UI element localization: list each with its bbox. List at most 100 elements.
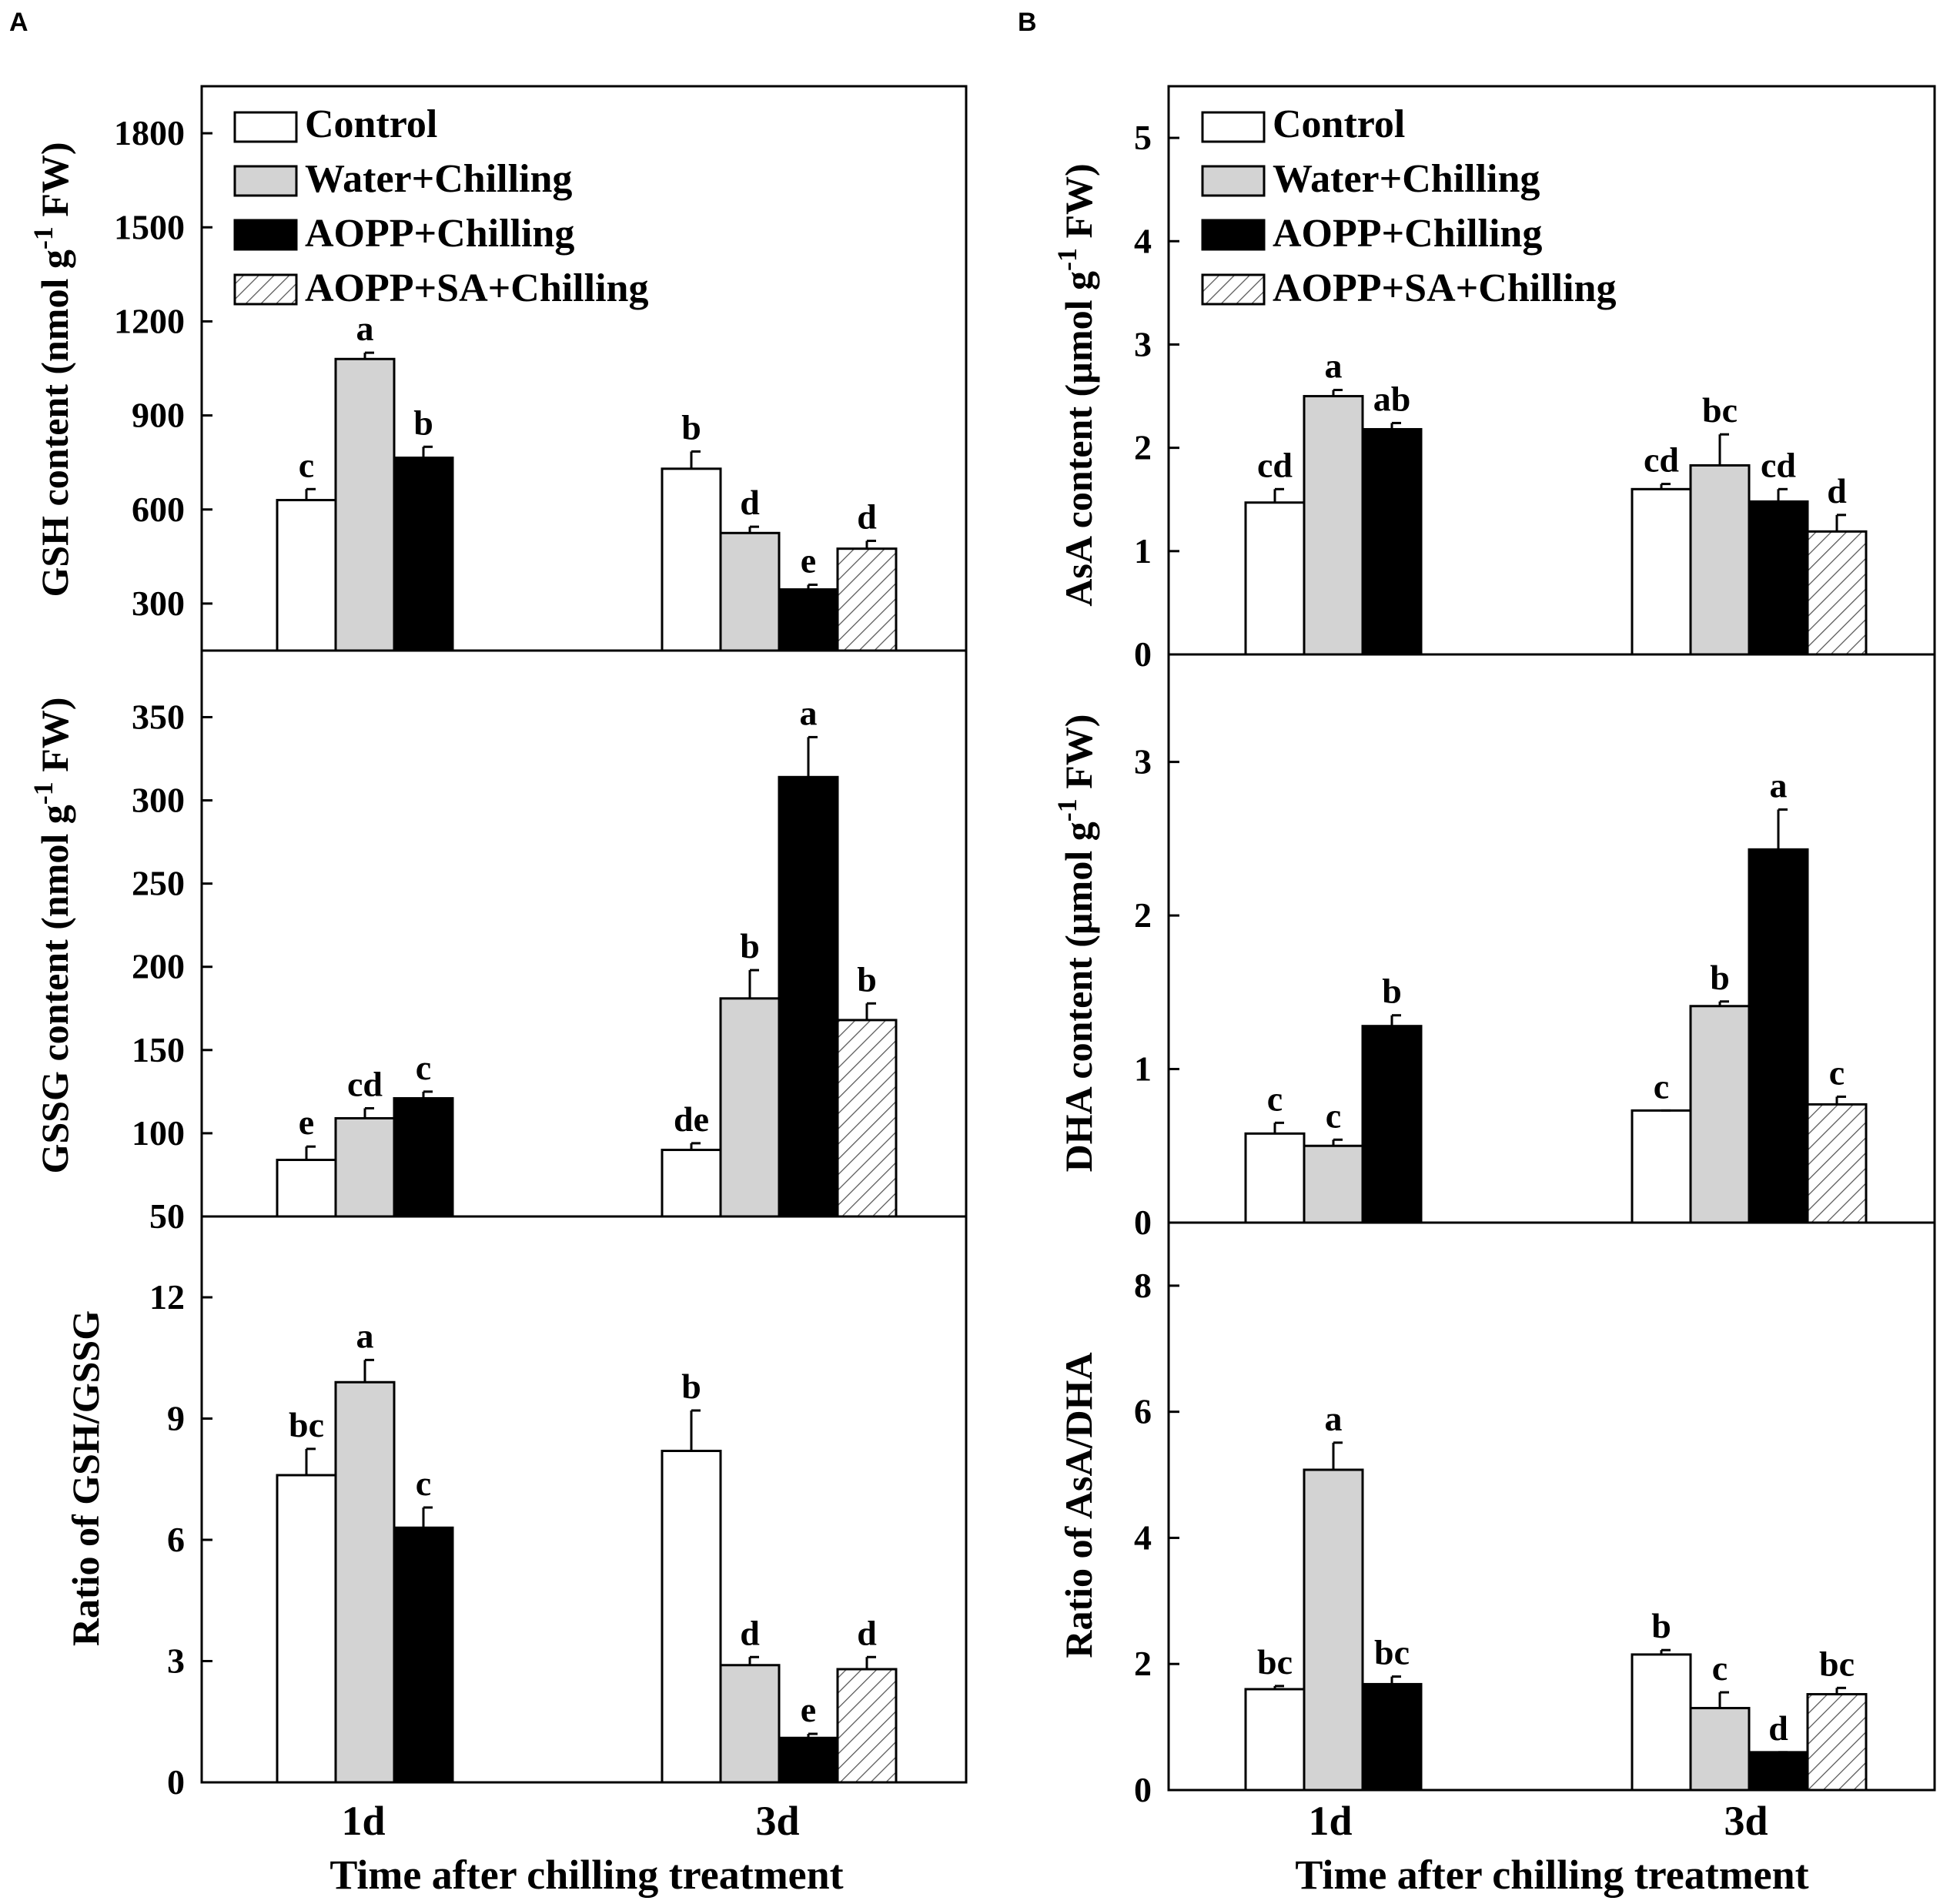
y-tick-label: 1500 xyxy=(114,207,185,246)
x-axis-title-panel-a: Time after chilling treatment xyxy=(329,1852,843,1898)
bar-water-chilling-1d xyxy=(1303,1144,1364,1224)
bar-water-chilling-3d xyxy=(719,1664,781,1784)
significance-letter: cd xyxy=(1761,445,1796,484)
legend-panel-b: Control Water+Chilling AOPP+Chilling AOP… xyxy=(1201,102,1616,310)
y-axis-title-asa-text: AsA content (µmol g-1 FW) xyxy=(1052,163,1100,606)
plot-frame xyxy=(200,1215,968,1784)
bar-aopp-chilling-3d xyxy=(1748,500,1809,656)
bar-aopp-sa-chilling-3d xyxy=(836,1019,898,1218)
bar-aopp-sa-chilling-3d xyxy=(836,1668,898,1784)
significance-letter: c xyxy=(1267,1079,1283,1118)
significance-letter: d xyxy=(740,1613,760,1652)
legend-swatch-aopp-chilling xyxy=(1201,219,1266,251)
bar-control-3d xyxy=(1631,1109,1692,1224)
significance-letter: cd xyxy=(1257,445,1293,484)
significance-letter: c xyxy=(1712,1648,1728,1688)
legend-swatch-aopp-sa-chilling xyxy=(233,273,298,306)
legend-swatch-control xyxy=(233,111,298,143)
y-tick-label: 200 xyxy=(132,947,185,986)
legend-label-control: Control xyxy=(1273,102,1405,146)
y-tick-label: 6 xyxy=(1134,1392,1152,1431)
bar-aopp-chilling-3d xyxy=(1748,1751,1809,1792)
bar-control-1d xyxy=(1244,1688,1306,1792)
bar-water-chilling-3d xyxy=(1689,463,1751,656)
bar-water-chilling-1d xyxy=(1303,395,1364,656)
y-tick-label: 4 xyxy=(1134,1518,1152,1557)
legend-swatch-control xyxy=(1201,111,1266,143)
bar-aopp-chilling-3d xyxy=(778,588,839,652)
y-axis-title-gsh-gssg-text: Ratio of GSH/GSSG xyxy=(64,1310,107,1646)
significance-letter: c xyxy=(416,1464,431,1503)
significance-letter: d xyxy=(857,1613,877,1652)
bar-water-chilling-1d xyxy=(334,1116,396,1218)
bar-water-chilling-3d xyxy=(719,997,781,1218)
x-axis-title-panel-b: Time after chilling treatment xyxy=(1295,1852,1808,1898)
bar-aopp-sa-chilling-3d xyxy=(1806,1693,1868,1792)
significance-letter: bc xyxy=(1374,1633,1410,1672)
y-tick-label: 350 xyxy=(132,697,185,736)
y-tick-label: 1800 xyxy=(114,113,185,152)
bar-aopp-chilling-3d xyxy=(778,775,839,1218)
significance-letter: c xyxy=(416,1048,431,1087)
significance-letter: c xyxy=(1829,1052,1845,1092)
bar-control-1d xyxy=(276,1474,337,1784)
y-tick-label: 1200 xyxy=(114,301,185,340)
bar-aopp-chilling-3d xyxy=(1748,848,1809,1224)
legend-label-aopp-chilling: AOPP+Chilling xyxy=(305,212,574,256)
legend-panel-a: Control Water+Chilling AOPP+Chilling AOP… xyxy=(233,102,648,310)
legend-label-control: Control xyxy=(305,102,437,146)
y-axis-title-gsh: GSH content (nmol g-1 FW) xyxy=(28,142,76,597)
significance-letter: cd xyxy=(1644,440,1679,480)
significance-letter: bc xyxy=(1702,390,1738,430)
significance-letter: a xyxy=(1325,346,1343,385)
bar-aopp-sa-chilling-3d xyxy=(1806,530,1868,656)
y-tick-label: 1 xyxy=(1134,531,1152,571)
y-tick-label: 900 xyxy=(132,396,185,435)
y-tick-label: 0 xyxy=(1134,1770,1152,1809)
significance-letter: b xyxy=(1651,1606,1671,1645)
significance-letter: e xyxy=(801,1690,816,1729)
bar-water-chilling-3d xyxy=(1689,1707,1751,1792)
significance-letter: c xyxy=(299,445,314,484)
y-tick-label: 1 xyxy=(1134,1049,1152,1089)
significance-letter: c xyxy=(1654,1066,1669,1106)
y-tick-label: 8 xyxy=(1134,1266,1152,1305)
significance-letter: a xyxy=(1325,1399,1343,1438)
bar-aopp-chilling-1d xyxy=(393,457,454,652)
y-axis-title-asa: AsA content (µmol g-1 FW) xyxy=(1052,163,1100,606)
bar-aopp-chilling-1d xyxy=(1361,1025,1423,1224)
y-tick-label: 9 xyxy=(167,1399,185,1438)
y-tick-label: 2 xyxy=(1134,895,1152,935)
legend-swatch-water-chilling xyxy=(1201,165,1266,197)
legend-label-aopp-sa-chilling: AOPP+SA+Chilling xyxy=(305,266,648,310)
significance-letter: bc xyxy=(1257,1642,1293,1681)
bar-water-chilling-3d xyxy=(1689,1005,1751,1224)
significance-letter: a xyxy=(356,1316,374,1355)
bar-control-1d xyxy=(1244,1132,1306,1224)
bar-aopp-chilling-1d xyxy=(1361,1682,1423,1792)
significance-letter: b xyxy=(857,959,877,999)
y-axis-title-dha-text: DHA content (µmol g-1 FW) xyxy=(1052,714,1100,1173)
bar-water-chilling-1d xyxy=(334,1380,396,1784)
y-tick-label: 300 xyxy=(132,781,185,820)
bar-aopp-chilling-1d xyxy=(393,1526,454,1784)
significance-letter: b xyxy=(413,403,433,442)
significance-letter: b xyxy=(740,926,760,965)
bar-control-1d xyxy=(276,499,337,652)
panel-letter-b: B xyxy=(1018,8,1037,37)
y-tick-label: 250 xyxy=(132,864,185,903)
y-tick-label: 50 xyxy=(149,1196,185,1236)
y-tick-label: 3 xyxy=(167,1641,185,1681)
legend-label-aopp-chilling: AOPP+Chilling xyxy=(1273,212,1542,256)
significance-letter: ab xyxy=(1373,379,1411,418)
y-tick-label: 100 xyxy=(132,1113,185,1153)
y-axis-title-dha: DHA content (µmol g-1 FW) xyxy=(1052,714,1100,1173)
bar-water-chilling-1d xyxy=(1303,1468,1364,1792)
y-tick-label: 3 xyxy=(1134,742,1152,781)
plot-frames xyxy=(200,85,1936,1792)
bar-aopp-sa-chilling-3d xyxy=(1806,1103,1868,1224)
bar-aopp-sa-chilling-3d xyxy=(836,547,898,652)
legend-swatch-water-chilling xyxy=(233,165,298,197)
bar-control-1d xyxy=(1244,501,1306,656)
